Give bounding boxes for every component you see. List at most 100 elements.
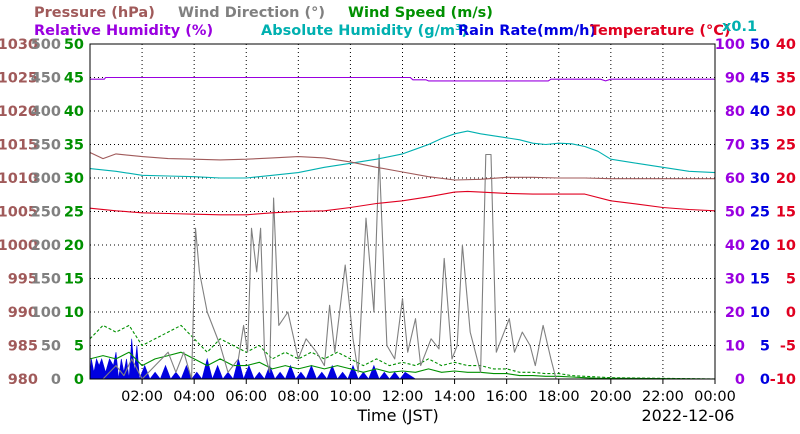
left-axis-tick-wind_direction: 300 — [31, 171, 61, 187]
x-tick-label: 14:00 — [434, 389, 476, 405]
right-axis-tick-relative_humidity: 90 — [725, 71, 745, 87]
right-axis-tick-relative_humidity: 30 — [725, 272, 745, 288]
left-axis-tick-pressure: 1015 — [0, 138, 38, 154]
right-axis-tick-temperature: 20 — [776, 171, 796, 187]
left-axis-tick-wind_direction: 250 — [31, 205, 61, 221]
left-axis-tick-pressure: 990 — [8, 305, 38, 321]
left-axis-tick-wind_speed: 30 — [64, 171, 84, 187]
right-axis-tick-temperature: 25 — [776, 138, 796, 154]
left-axes: 9809859909951000100510101015102010251030… — [0, 37, 84, 388]
right-axis-tick-rain_rate: 0 — [760, 372, 770, 388]
legend-item: Wind Direction (°) — [178, 5, 325, 21]
right-axis-tick-relative_humidity: 20 — [725, 305, 745, 321]
x-tick-label: 06:00 — [225, 389, 267, 405]
left-axis-tick-wind_direction: 450 — [31, 71, 61, 87]
left-axis-tick-pressure: 980 — [8, 372, 38, 388]
legend-item: Pressure (hPa) — [34, 5, 155, 21]
left-axis-tick-wind_direction: 100 — [31, 305, 61, 321]
right-axis-tick-temperature: 0 — [786, 305, 796, 321]
x-axis-title: Time (JST) — [356, 406, 438, 425]
right-axis-tick-temperature: 35 — [776, 71, 796, 87]
series-wind-direction-line — [90, 153, 715, 380]
right-axis-tick-temperature: 5 — [786, 272, 796, 288]
left-axis-tick-pressure: 1005 — [0, 205, 38, 221]
left-axis-tick-pressure: 1025 — [0, 71, 38, 87]
series-relative-humidity-line — [90, 76, 715, 82]
x-tick-label: 04:00 — [173, 389, 215, 405]
left-axis-tick-pressure: 1010 — [0, 171, 38, 187]
series-wind-speed-m-s-line — [89, 351, 716, 380]
right-axis-tick-temperature: 40 — [776, 37, 796, 53]
right-axis-tick-relative_humidity: 50 — [725, 205, 745, 221]
left-axis-tick-wind_speed: 20 — [64, 238, 84, 254]
right-axis-tick-rain_rate: 30 — [750, 171, 770, 187]
legend-item: Relative Humidity (%) — [34, 23, 213, 39]
series-pressure-hpa-line — [89, 152, 715, 181]
right-axis-tick-temperature: 30 — [776, 104, 796, 120]
right-axis-tick-temperature: -5 — [780, 339, 796, 355]
x-tick-label: 20:00 — [590, 389, 632, 405]
right-axis-tick-rain_rate: 45 — [750, 71, 770, 87]
left-axis-tick-pressure: 1030 — [0, 37, 38, 53]
left-axis-tick-pressure: 985 — [8, 339, 38, 355]
date-label: 2022-12-06 — [642, 406, 735, 425]
right-axis-tick-temperature: 15 — [776, 205, 796, 221]
left-axis-tick-wind_speed: 25 — [64, 205, 84, 221]
left-axis-tick-wind_direction: 500 — [31, 37, 61, 53]
left-axis-tick-pressure: 1000 — [0, 238, 38, 254]
right-axis-tick-temperature: 10 — [776, 238, 796, 254]
left-axis-tick-pressure: 1020 — [0, 104, 38, 120]
x-tick-label: 12:00 — [382, 389, 424, 405]
x-tick-label: 08:00 — [277, 389, 319, 405]
left-axis-tick-wind_speed: 10 — [64, 305, 84, 321]
right-axis-tick-relative_humidity: 40 — [725, 238, 745, 254]
left-axis-tick-wind_direction: 200 — [31, 238, 61, 254]
left-axis-tick-wind_speed: 5 — [74, 339, 84, 355]
x-tick-label: 22:00 — [642, 389, 684, 405]
x-tick-label: 00:00 — [694, 389, 736, 405]
series-wind-speed-m-s-line — [89, 324, 716, 380]
right-axis-tick-relative_humidity: 70 — [725, 138, 745, 154]
x-tick-label: 02:00 — [121, 389, 163, 405]
legend: Pressure (hPa) Wind Direction (°) Wind Spe… — [34, 5, 731, 39]
left-axis-tick-wind_speed: 0 — [74, 372, 84, 388]
series-temperature-c-line — [89, 190, 716, 216]
x-tick-label: 10:00 — [330, 389, 372, 405]
right-axis-tick-rain_rate: 35 — [750, 138, 770, 154]
x-axis: 02:00 04:00 06:00 08:00 10:00 12:00 14:00 16:00… — [121, 379, 736, 405]
right-axis-tick-relative_humidity: 60 — [725, 171, 745, 187]
right-axis-tick-rain_rate: 10 — [750, 305, 770, 321]
left-axis-tick-wind_direction: 0 — [51, 372, 61, 388]
right-axis-tick-relative_humidity: 10 — [725, 339, 745, 355]
left-axis-tick-pressure: 995 — [8, 272, 38, 288]
right-axis-tick-relative_humidity: 100 — [715, 37, 745, 53]
left-axis-tick-wind_speed: 15 — [64, 272, 84, 288]
right-axes: 0102030405060708090100051015202530354045… — [715, 37, 796, 388]
legend-item: Rain Rate(mm/h) — [458, 23, 596, 39]
left-axis-tick-wind_speed: 40 — [64, 104, 84, 120]
right-axis-tick-temperature: -10 — [770, 372, 796, 388]
right-axis-tick-relative_humidity: 0 — [735, 372, 745, 388]
right-axis-tick-rain_rate: 5 — [760, 339, 770, 355]
right-axis-tick-rain_rate: 15 — [750, 272, 770, 288]
x-tick-label: 18:00 — [538, 389, 580, 405]
left-axis-tick-wind_direction: 150 — [31, 272, 61, 288]
left-axis-tick-wind_direction: 50 — [41, 339, 61, 355]
left-axis-tick-wind_speed: 35 — [64, 138, 84, 154]
x-tick-label: 16:00 — [486, 389, 528, 405]
right-axis-tick-rain_rate: 40 — [750, 104, 770, 120]
legend-item: Wind Speed (m/s) — [348, 5, 493, 21]
left-axis-tick-wind_direction: 400 — [31, 104, 61, 120]
right-axis-tick-relative_humidity: 80 — [725, 104, 745, 120]
left-axis-tick-wind_direction: 350 — [31, 138, 61, 154]
right-axis-tick-rain_rate: 50 — [750, 37, 770, 53]
right-axis-tick-rain_rate: 25 — [750, 205, 770, 221]
left-axis-tick-wind_speed: 45 — [64, 71, 84, 87]
series-absolute-humidity-g-m-line — [89, 130, 716, 179]
left-axis-tick-wind_speed: 50 — [64, 37, 84, 53]
legend-item: Temperature (°C) — [590, 23, 731, 39]
axis-multiplier-label: x0.1 — [722, 19, 757, 35]
legend-item: Absolute Humidity (g/m³) — [261, 23, 468, 39]
right-axis-tick-rain_rate: 20 — [750, 238, 770, 254]
